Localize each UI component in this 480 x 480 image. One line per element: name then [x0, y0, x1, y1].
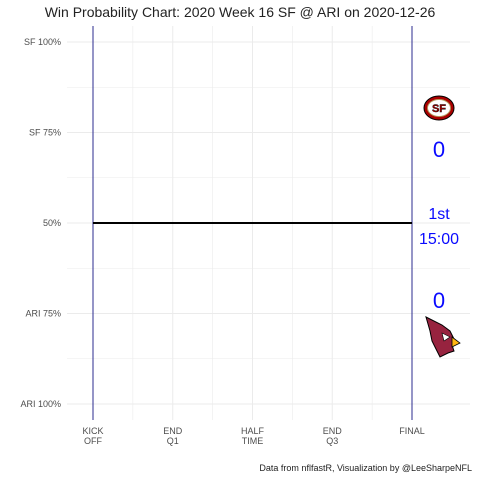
- sf-score: 0: [433, 137, 445, 162]
- y-tick-labels: SF 100% SF 75% 50% ARI 75% ARI 100%: [20, 37, 61, 409]
- y-tick-label: 50%: [43, 218, 61, 228]
- sf-logo-letters: SF: [432, 103, 446, 115]
- sf-49ers-logo: SF: [423, 95, 455, 121]
- x-tick-label: HALF TIME: [241, 426, 265, 446]
- team-logos: SF: [423, 95, 461, 358]
- x-tick-label-line: KICK: [82, 426, 103, 436]
- score-annotations: 0 1st 15:00 0: [419, 137, 459, 313]
- x-tick-label-line: END: [163, 426, 183, 436]
- x-tick-label: KICK OFF: [82, 426, 103, 446]
- x-tick-label-line: TIME: [242, 436, 264, 446]
- y-tick-label: SF 100%: [24, 37, 61, 47]
- ari-score: 0: [433, 288, 445, 313]
- x-tick-label: FINAL: [399, 426, 425, 436]
- y-tick-label: ARI 100%: [20, 399, 61, 409]
- game-clock: 15:00: [419, 231, 459, 248]
- ari-logo-beak: [451, 336, 461, 348]
- chart-caption: Data from nflfastR, Visualization by @Le…: [259, 463, 472, 473]
- x-tick-label: END Q1: [163, 426, 183, 446]
- x-tick-label: END Q3: [323, 426, 343, 446]
- ari-cardinals-logo: [425, 316, 461, 358]
- y-tick-label: ARI 75%: [25, 309, 61, 319]
- game-period: 1st: [428, 206, 450, 223]
- x-tick-label-line: Q3: [326, 436, 338, 446]
- x-tick-label-line: OFF: [84, 436, 102, 446]
- chart-title: Win Probability Chart: 2020 Week 16 SF @…: [44, 4, 436, 20]
- x-tick-label-line: FINAL: [399, 426, 425, 436]
- x-tick-label-line: HALF: [241, 426, 265, 436]
- y-tick-label: SF 75%: [29, 128, 61, 138]
- ari-logo-head: [425, 316, 459, 358]
- ari-logo-eye: [441, 332, 451, 342]
- x-tick-label-line: END: [323, 426, 343, 436]
- sf-logo-inner: [427, 99, 451, 117]
- x-tick-label-line: Q1: [167, 436, 179, 446]
